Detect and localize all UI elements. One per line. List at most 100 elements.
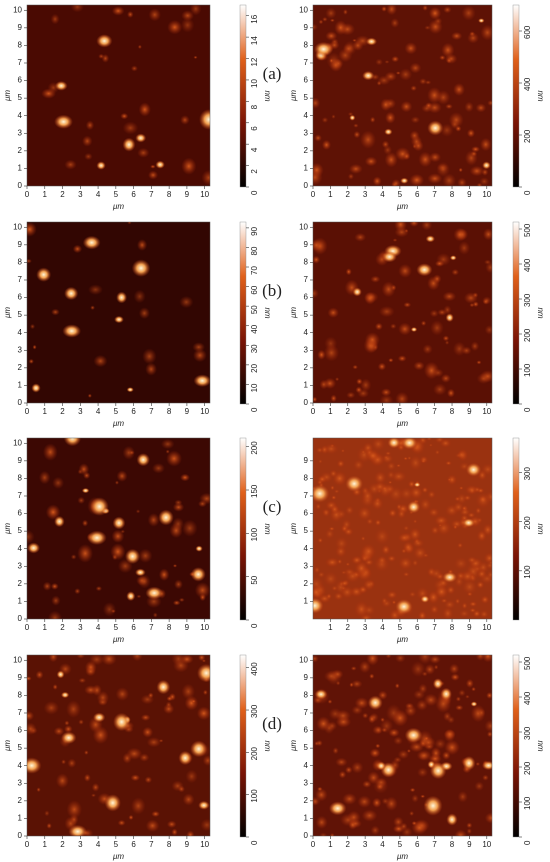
y-tick-label: 0 (18, 614, 23, 623)
particle (126, 387, 134, 393)
colorbar-tick-label: 60 (250, 285, 259, 294)
y-tick-label: 8 (18, 258, 23, 267)
y-tick-label: 4 (304, 761, 309, 770)
x-tick-label: 9 (185, 623, 190, 632)
image-frame (312, 4, 493, 187)
particle (462, 755, 476, 771)
texture (27, 655, 210, 836)
colorbar-tick-label: 0 (250, 190, 259, 195)
grain (421, 671, 428, 677)
x-tick-label: 1 (328, 407, 333, 416)
x-tick-label: 1 (43, 190, 48, 199)
grain (383, 455, 390, 460)
grain (429, 309, 439, 318)
grain (317, 537, 324, 544)
x-tick-label: 5 (114, 623, 119, 632)
panel-label: (c) (263, 497, 282, 516)
grain (130, 774, 141, 782)
grain (443, 6, 452, 14)
colorbar-tick-label: 200 (250, 746, 259, 760)
grain (466, 828, 472, 835)
y-axis-label: μm (3, 90, 12, 102)
grain (145, 362, 157, 376)
grain (98, 53, 105, 59)
colorbar-tick-label: 90 (250, 226, 259, 235)
grain (84, 152, 93, 161)
grain (87, 393, 92, 398)
grain (313, 798, 319, 806)
grain (344, 505, 355, 516)
particle (54, 515, 65, 528)
grain (397, 508, 406, 519)
grain (367, 771, 380, 785)
grain (457, 790, 468, 803)
grain (464, 101, 474, 113)
particle (416, 263, 433, 277)
grain (471, 146, 480, 153)
grain (95, 585, 103, 592)
colorbar (512, 437, 520, 621)
grain (392, 709, 409, 727)
grain (482, 774, 489, 781)
grain (36, 787, 41, 793)
grain (315, 502, 322, 510)
grain (484, 259, 492, 265)
grain (85, 120, 95, 131)
x-tick-label: 4 (96, 840, 101, 849)
grain (369, 748, 381, 758)
particle (367, 695, 383, 710)
y-tick-label: 10 (13, 655, 22, 664)
colorbar-tick-label: 2 (250, 169, 259, 174)
y-tick-label: 2 (18, 363, 23, 372)
grain (375, 58, 383, 66)
grain (428, 443, 433, 447)
y-axis-label: μm (289, 740, 298, 752)
grain (408, 527, 422, 542)
grain (84, 750, 89, 755)
y-axis-label: μm (3, 740, 12, 752)
y-tick-label: 2 (18, 146, 23, 155)
y-tick-label: 5 (18, 743, 23, 752)
grain (391, 179, 401, 186)
grain (381, 5, 387, 12)
x-tick-label: 7 (432, 623, 437, 632)
grain (436, 161, 450, 177)
x-tick-label: 9 (185, 190, 190, 199)
x-axis-label: μm (396, 419, 408, 428)
grain (115, 687, 130, 701)
y-tick-label: 7 (18, 58, 23, 67)
x-tick-label: 4 (380, 407, 385, 416)
x-tick-label: 10 (200, 623, 209, 632)
grain (407, 480, 416, 489)
grain (140, 714, 151, 721)
grain (381, 281, 396, 298)
particle (413, 482, 421, 488)
y-tick-label: 7 (304, 275, 309, 284)
grain (444, 739, 460, 756)
y-tick-label: 6 (18, 509, 23, 518)
grain (189, 5, 202, 16)
grain (453, 556, 469, 571)
grain (406, 749, 411, 753)
grain (370, 825, 380, 836)
grain (137, 44, 142, 50)
x-tick-label: 10 (482, 623, 491, 632)
grain (128, 450, 135, 455)
grain (482, 298, 489, 305)
grain (470, 341, 480, 352)
grain (384, 71, 397, 82)
grain (316, 716, 331, 732)
grain (380, 717, 385, 723)
y-tick-label: 6 (304, 76, 309, 85)
x-tick-label: 10 (482, 840, 491, 849)
grain (51, 595, 61, 606)
grain (27, 676, 32, 681)
grain (314, 134, 322, 142)
y-tick-label: 6 (18, 726, 23, 735)
grain (403, 525, 410, 532)
grain (67, 758, 77, 768)
y-tick-label: 9 (304, 240, 309, 249)
x-tick-label: 10 (200, 407, 209, 416)
y-tick-label: 8 (304, 474, 309, 483)
grain (321, 116, 329, 123)
